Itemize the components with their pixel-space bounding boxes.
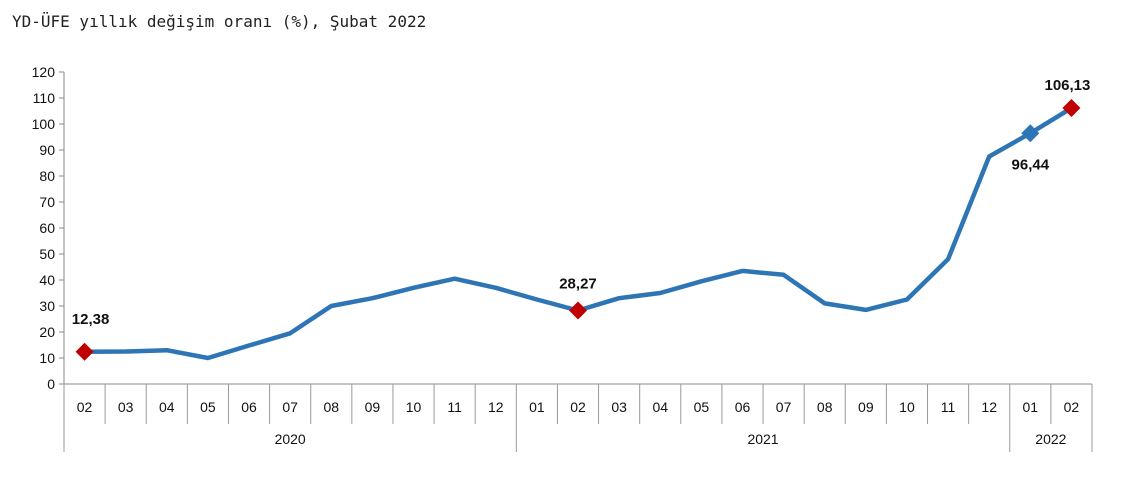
x-tick-label: 10 <box>406 399 422 415</box>
x-axis: 02 03 04 05 06 07 08 09 10 11 12 01 02 03 04 05 06 07 08 09… <box>63 383 1093 452</box>
data-label: 28,27 <box>559 275 597 292</box>
y-tick-label: 30 <box>39 298 55 314</box>
x-tick-label: 03 <box>118 399 134 415</box>
x-tick-label: 07 <box>776 399 792 415</box>
x-tick-label: 02 <box>1064 399 1080 415</box>
series-line <box>82 105 1074 361</box>
y-tick-label: 120 <box>32 64 56 80</box>
year-label: 2022 <box>1035 431 1066 447</box>
x-tick-label: 05 <box>200 399 216 415</box>
x-tick-label: 11 <box>941 399 956 415</box>
x-tick-label: 01 <box>529 399 545 415</box>
x-tick-label: 09 <box>858 399 874 415</box>
data-label: 106,13 <box>1044 77 1090 94</box>
x-tick-label: 01 <box>1023 399 1039 415</box>
x-tick-label: 11 <box>447 399 462 415</box>
y-tick-label: 20 <box>39 324 55 340</box>
data-point-marker <box>1021 124 1040 143</box>
x-tick-label: 08 <box>817 399 833 415</box>
x-tick-label: 04 <box>159 399 175 415</box>
x-tick-label: 06 <box>241 399 257 415</box>
data-point-marker <box>569 301 587 320</box>
y-tick-label: 90 <box>39 142 55 158</box>
series-line-group <box>82 105 1074 361</box>
y-axis: 0 10 20 30 40 50 60 70 80 90 100 110 120 <box>32 64 65 392</box>
chart-title: YD-ÜFE yıllık değişim oranı (%), Şubat 2… <box>12 12 427 31</box>
y-tick-label: 110 <box>33 90 56 106</box>
highlight-points: 12,38 28,27 96,44 106,13 <box>72 77 1090 361</box>
x-tick-label: 08 <box>323 399 339 415</box>
y-tick-label: 10 <box>39 350 55 366</box>
x-tick-label: 04 <box>652 399 668 415</box>
y-tick-label: 60 <box>39 220 55 236</box>
y-tick-label: 40 <box>39 272 55 288</box>
x-tick-label: 07 <box>282 399 298 415</box>
x-tick-label: 12 <box>488 399 504 415</box>
y-tick-label: 100 <box>32 116 56 132</box>
x-tick-label: 02 <box>570 399 586 415</box>
y-tick-label: 0 <box>47 376 55 392</box>
year-label: 2020 <box>275 431 306 447</box>
x-tick-label: 05 <box>694 399 710 415</box>
data-point-marker <box>1062 99 1081 118</box>
x-tick-label: 12 <box>981 399 997 415</box>
x-tick-label: 09 <box>365 399 381 415</box>
data-point-marker <box>75 342 94 361</box>
y-tick-label: 80 <box>39 168 55 184</box>
data-label: 96,44 <box>1012 156 1050 173</box>
y-tick-label: 70 <box>39 194 55 210</box>
year-label: 2021 <box>747 431 778 447</box>
x-tick-label: 06 <box>735 399 751 415</box>
x-tick-label: 10 <box>899 399 915 415</box>
x-tick-label: 03 <box>611 399 627 415</box>
x-tick-label: 02 <box>77 399 93 415</box>
y-tick-label: 50 <box>39 246 55 262</box>
data-label: 12,38 <box>72 311 110 328</box>
